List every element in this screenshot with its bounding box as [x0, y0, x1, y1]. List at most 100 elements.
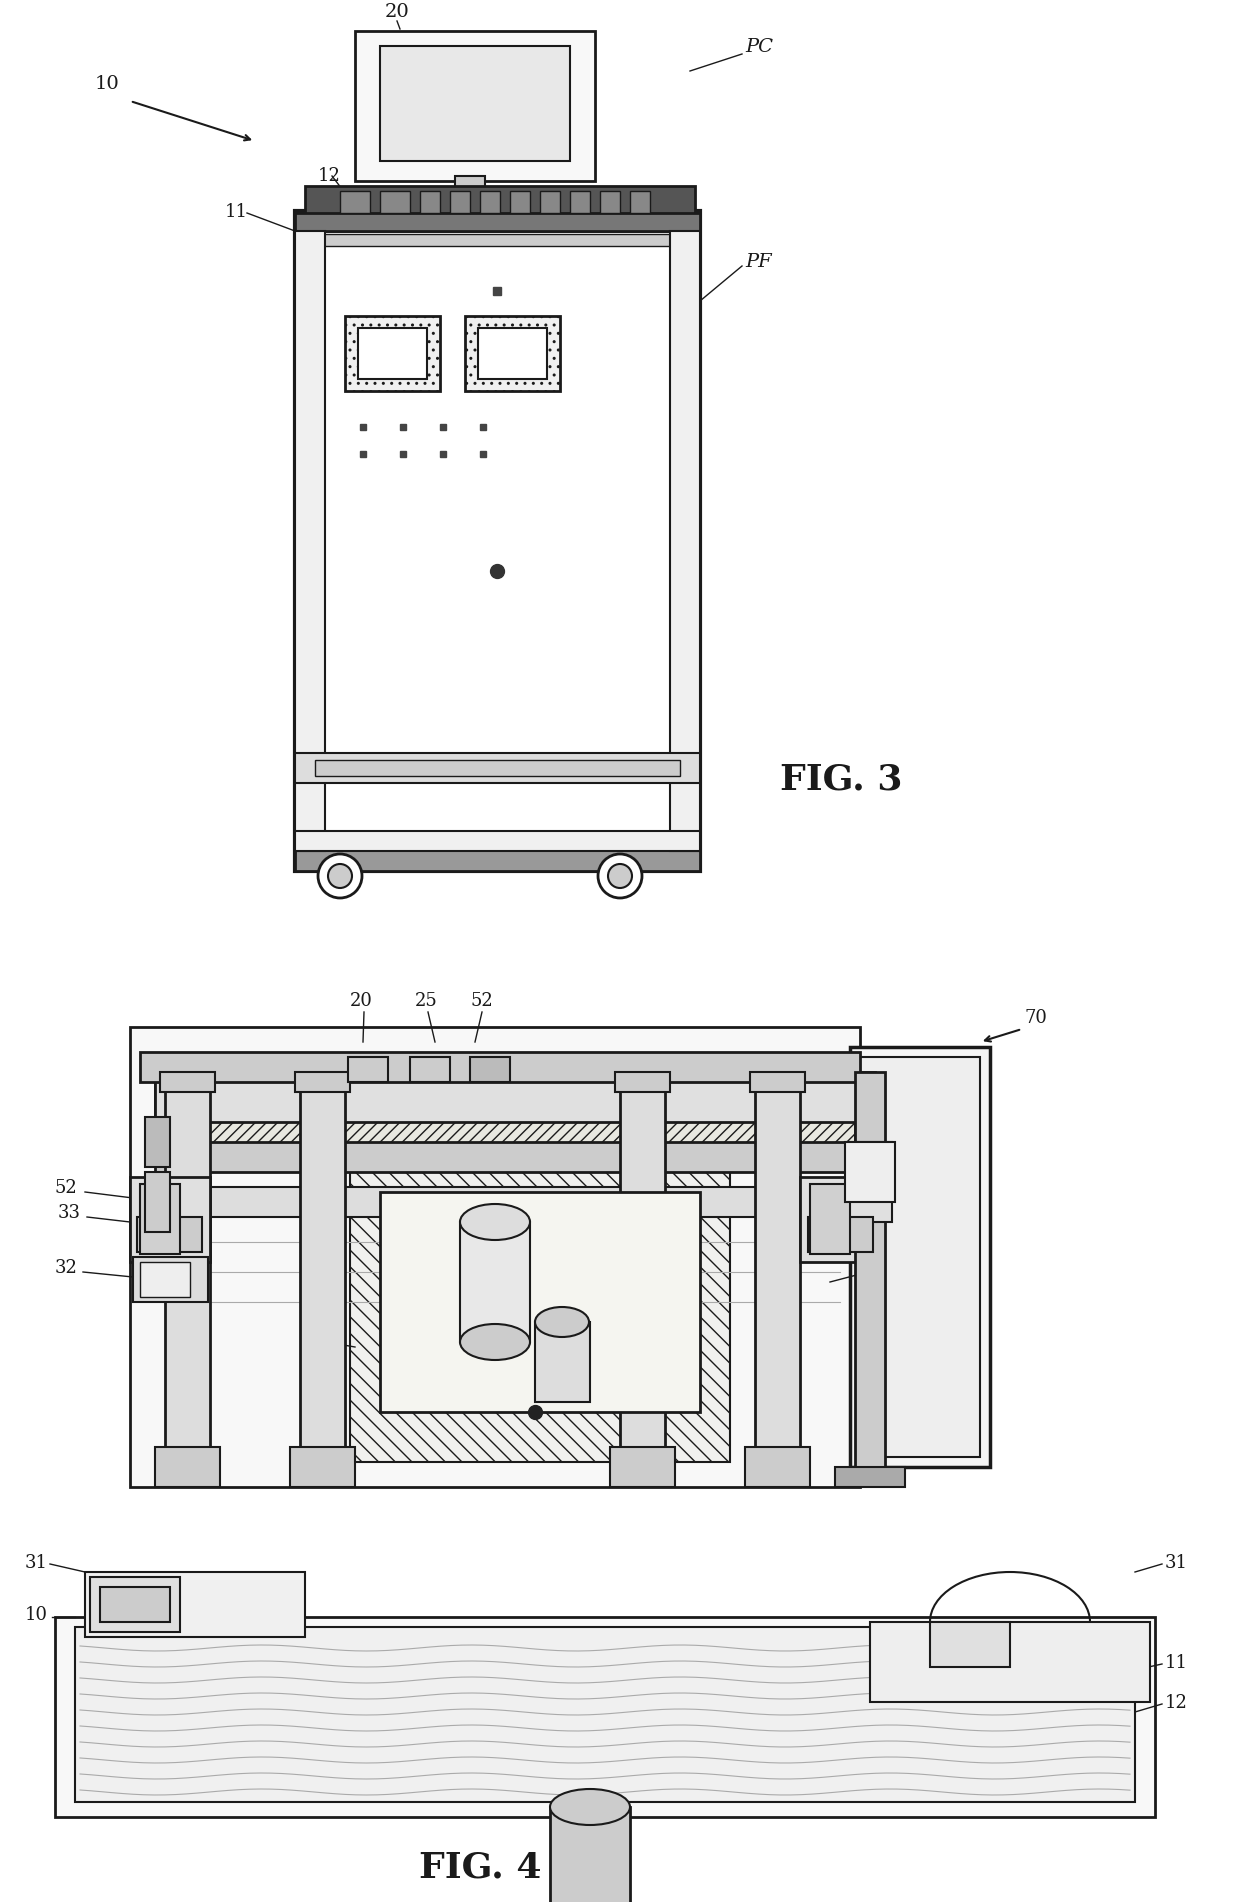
Bar [136, 1217, 202, 1252]
Bar [810, 1185, 849, 1253]
Bar [379, 190, 410, 213]
Ellipse shape [534, 1307, 589, 1337]
Text: 33: 33 [58, 1204, 81, 1221]
Bar [844, 1141, 895, 1202]
Bar [539, 190, 560, 213]
Bar [750, 1073, 805, 1092]
Text: 25: 25 [415, 993, 438, 1010]
Bar [630, 190, 650, 213]
Text: 10: 10 [25, 1605, 48, 1624]
Text: 31: 31 [415, 1388, 438, 1407]
Bar [430, 192, 510, 204]
Text: 11: 11 [224, 204, 248, 221]
Ellipse shape [598, 854, 642, 898]
Text: 12: 12 [1166, 1695, 1188, 1712]
Bar [610, 1447, 675, 1487]
Text: FIG. 4: FIG. 4 [419, 1851, 541, 1885]
Bar [420, 190, 440, 213]
Ellipse shape [329, 864, 352, 888]
Bar [295, 848, 701, 871]
Bar [295, 753, 701, 784]
Bar [930, 1622, 1011, 1666]
Text: 11: 11 [1166, 1655, 1188, 1672]
Text: 32: 32 [55, 1259, 78, 1276]
Bar [133, 1257, 208, 1303]
Bar [74, 1626, 1135, 1801]
Bar [130, 1027, 861, 1487]
Bar [160, 1073, 215, 1092]
Bar [130, 1177, 210, 1263]
Bar [91, 1577, 180, 1632]
Text: FIG. 3: FIG. 3 [780, 763, 903, 797]
Bar [305, 186, 694, 217]
Bar [379, 1193, 701, 1411]
Bar [470, 1058, 510, 1082]
Bar [155, 1187, 875, 1217]
Bar [140, 1052, 861, 1082]
Bar [140, 1263, 190, 1297]
Bar [808, 1217, 873, 1252]
Bar [295, 213, 701, 230]
Bar [295, 211, 701, 871]
Bar [755, 1082, 800, 1466]
Bar [800, 1177, 880, 1263]
Text: 12: 12 [317, 167, 341, 184]
Text: 10: 10 [95, 74, 120, 93]
Bar [856, 1073, 885, 1472]
Bar [165, 1082, 210, 1466]
Text: 33: 33 [870, 1219, 893, 1236]
Bar [55, 1617, 1154, 1816]
Bar [348, 1058, 388, 1082]
Bar [480, 190, 500, 213]
Bar [350, 1141, 730, 1463]
Bar [379, 46, 570, 162]
Text: 20: 20 [384, 4, 409, 21]
Bar [345, 316, 440, 392]
Bar [847, 1141, 892, 1221]
Bar [315, 230, 680, 850]
Bar [849, 1046, 990, 1466]
Bar [620, 1082, 665, 1466]
Bar [155, 1447, 219, 1487]
Text: 31: 31 [25, 1554, 48, 1571]
Text: 70: 70 [1025, 1008, 1048, 1027]
Text: 52: 52 [470, 993, 492, 1010]
Bar [600, 190, 620, 213]
Bar [315, 761, 680, 776]
Bar [835, 1466, 905, 1487]
Bar [315, 234, 680, 245]
Ellipse shape [460, 1324, 529, 1360]
Ellipse shape [608, 864, 632, 888]
Bar [355, 30, 595, 181]
Bar [295, 1073, 350, 1092]
Bar [870, 1622, 1149, 1702]
Bar [155, 1073, 875, 1122]
Ellipse shape [317, 854, 362, 898]
Ellipse shape [460, 1204, 529, 1240]
Bar [510, 190, 529, 213]
Bar [145, 1172, 170, 1232]
Text: 31: 31 [1166, 1554, 1188, 1571]
Bar [358, 327, 427, 378]
Bar [460, 1221, 529, 1343]
Bar [145, 1116, 170, 1168]
Bar [534, 1322, 590, 1402]
Bar [477, 327, 547, 378]
Bar [295, 831, 701, 850]
Bar [455, 177, 485, 196]
Bar [155, 1141, 875, 1172]
Bar [670, 230, 701, 850]
Bar [615, 1073, 670, 1092]
Bar [340, 190, 370, 213]
Text: 40: 40 [300, 1329, 322, 1347]
Text: PF: PF [745, 253, 771, 270]
Text: 20: 20 [350, 993, 373, 1010]
Bar [290, 1447, 355, 1487]
Bar [410, 1058, 450, 1082]
Bar [86, 1571, 305, 1638]
Bar [745, 1447, 810, 1487]
Ellipse shape [551, 1790, 630, 1826]
Bar [570, 190, 590, 213]
Bar [140, 1185, 180, 1253]
Text: PC: PC [745, 38, 773, 55]
